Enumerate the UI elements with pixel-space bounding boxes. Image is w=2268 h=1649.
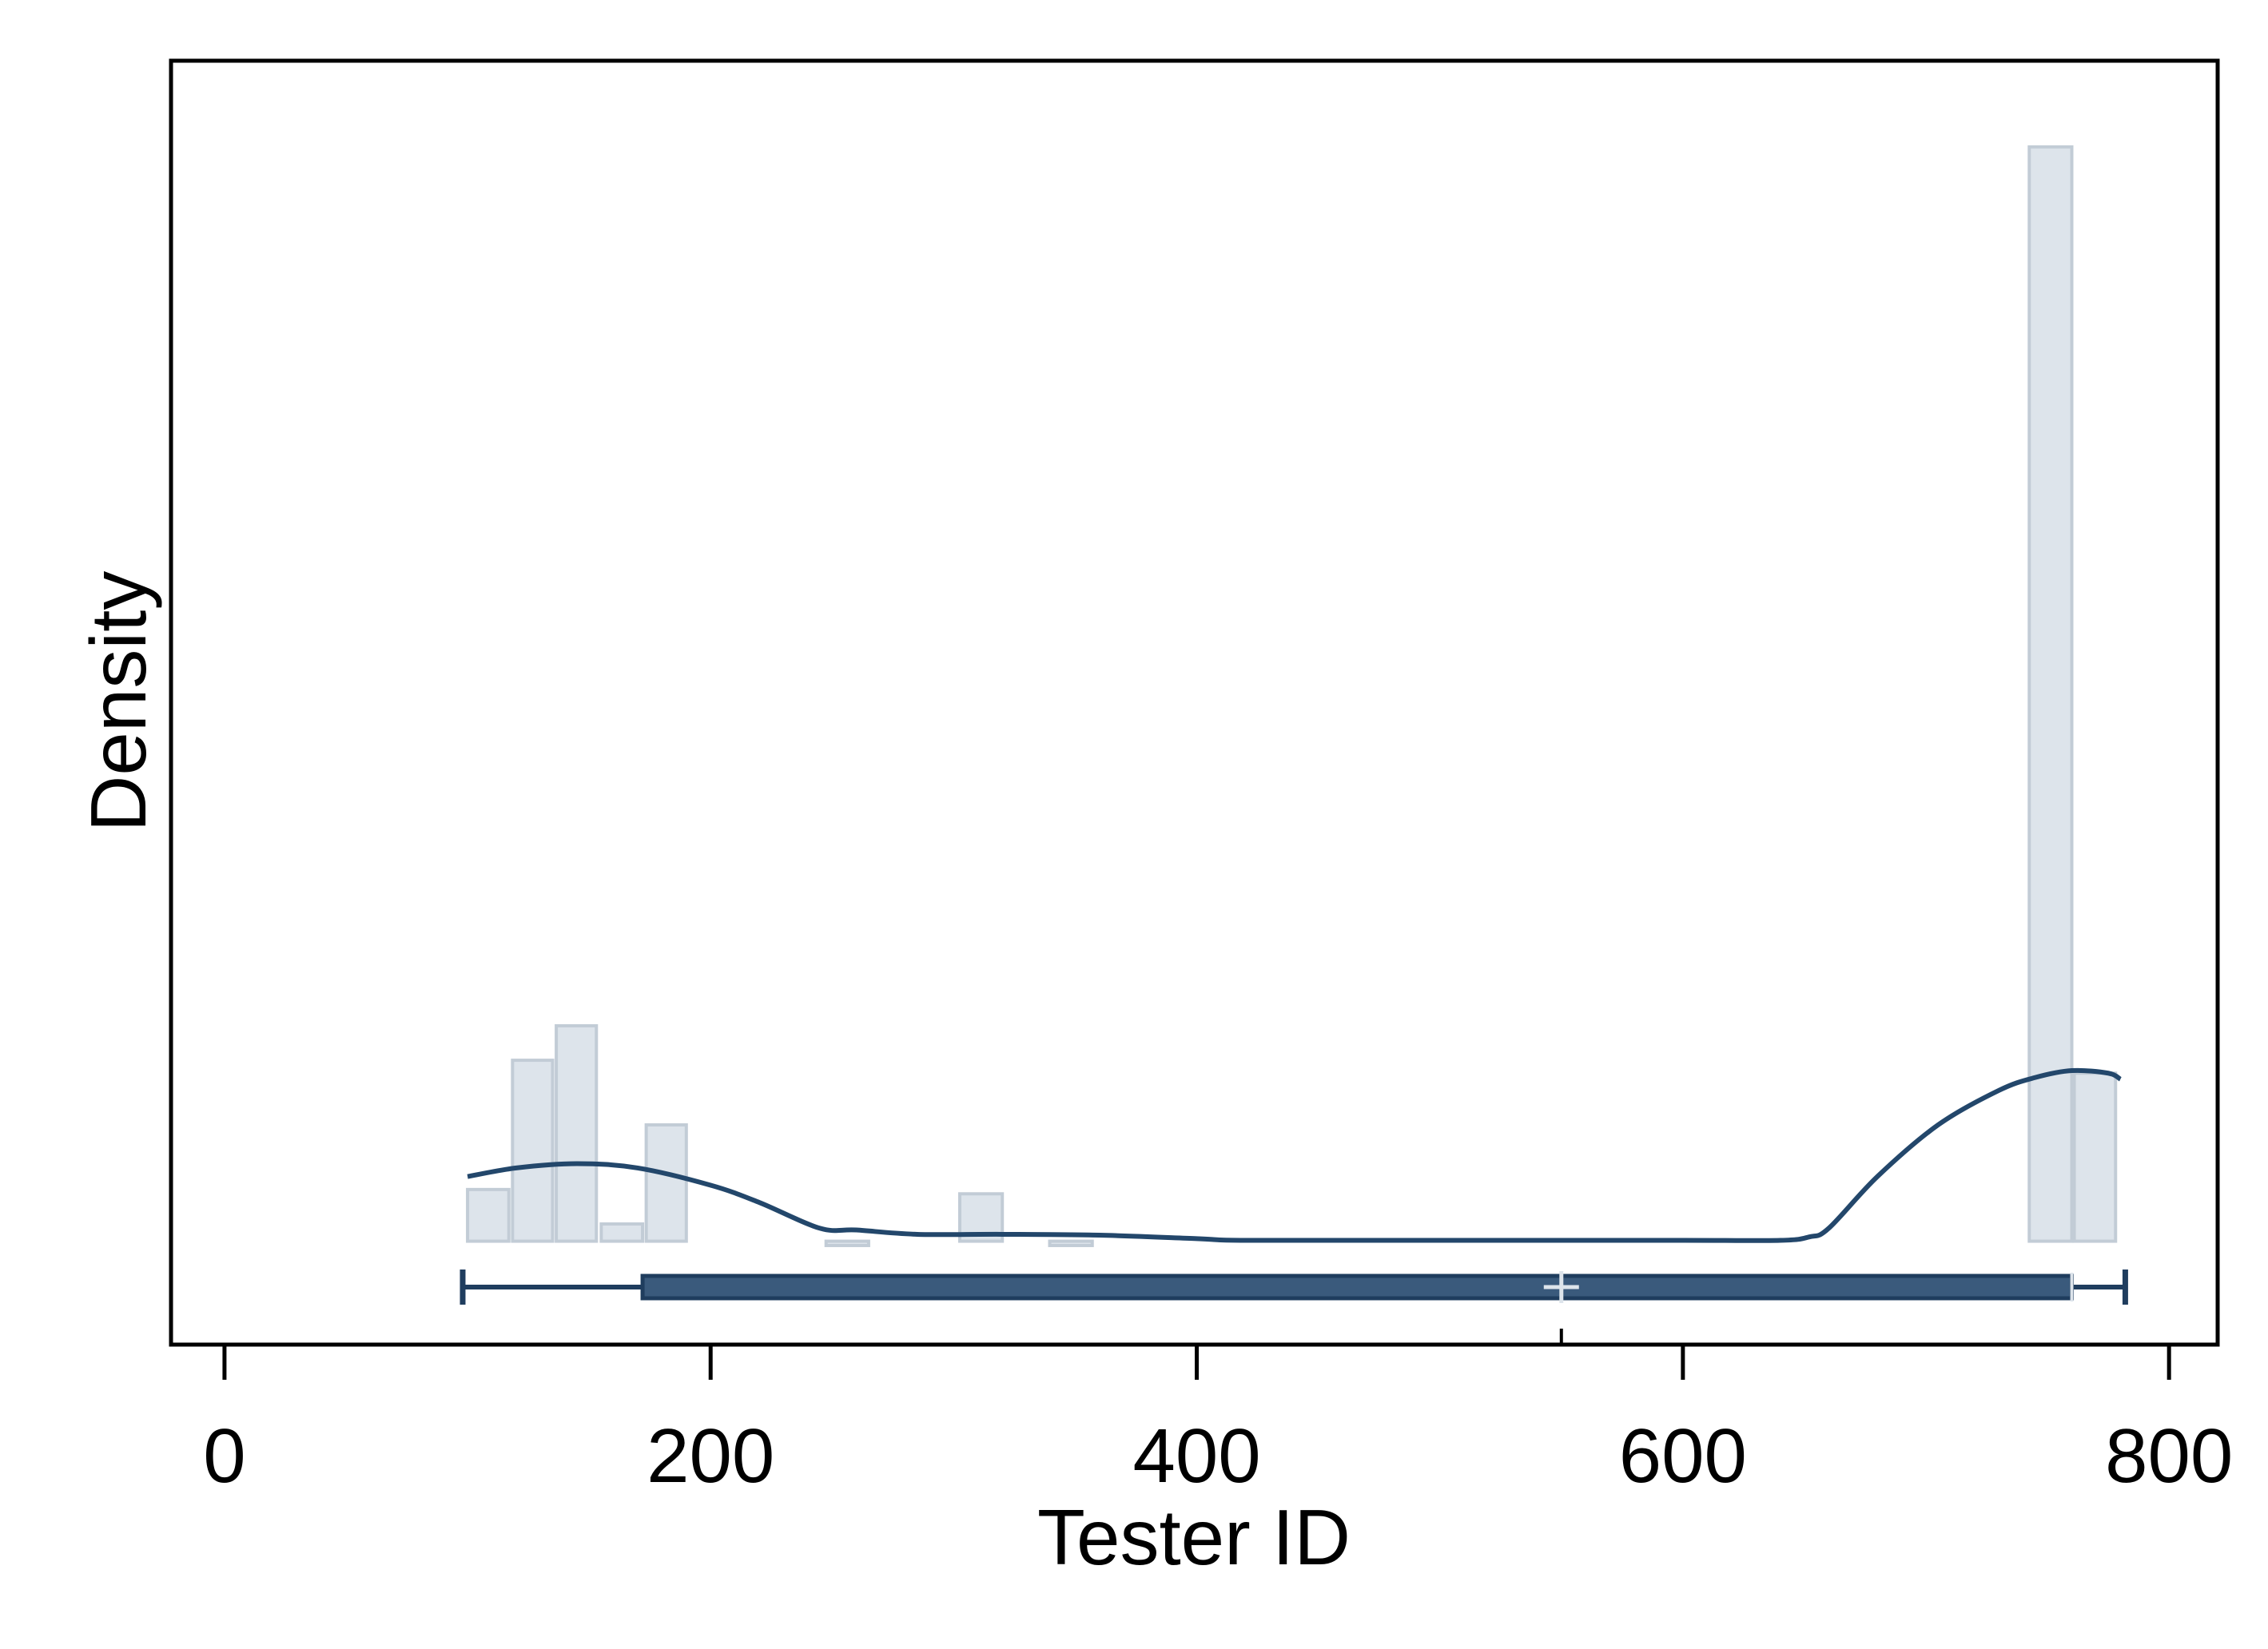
x-tick-label-1: 200 [647,1413,774,1499]
x-axis-ticks: 0 200 400 600 800 [203,1345,2233,1499]
density-curve-layer [467,1067,2122,1243]
histogram-bar-7 [1048,1239,1094,1247]
density-curve [467,1067,2122,1243]
y-axis-label: Density [74,571,162,832]
box-plot [460,1270,2128,1345]
x-tick-label-2: 400 [1132,1413,1260,1499]
x-tick-label-4: 800 [2105,1413,2233,1499]
plot-frame [169,58,2220,1347]
histogram-bar-5 [824,1239,870,1247]
x-axis-label: Tester ID [1037,1493,1351,1581]
histogram-bar-3 [599,1222,645,1243]
histogram-bar-4 [644,1123,688,1243]
histogram-bar-2 [555,1023,599,1243]
box-iqr [640,1274,2075,1301]
histogram-bar-0 [466,1187,511,1243]
histogram-bar-8 [2027,145,2074,1243]
histogram-bar-9 [2072,1071,2118,1243]
x-tick-label-0: 0 [203,1413,245,1499]
x-tick-label-3: 600 [1619,1413,1747,1499]
histogram-bar-1 [511,1059,555,1243]
